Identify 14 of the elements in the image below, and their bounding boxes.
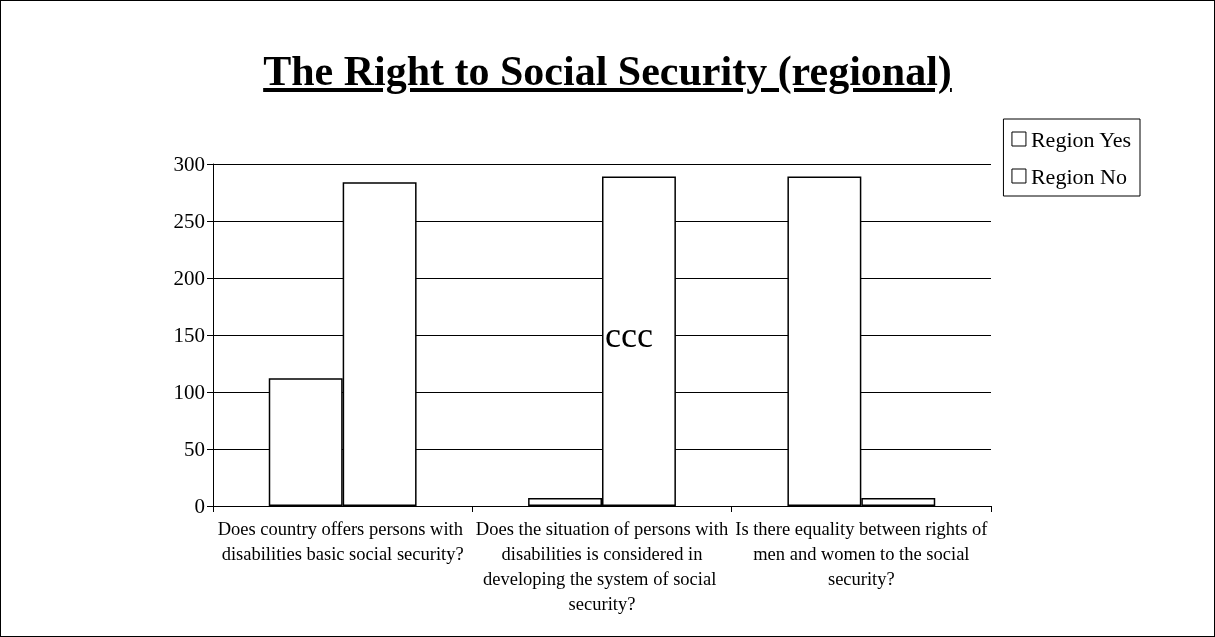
x-tick-label: Does the situation of persons with disabilities is considered in developing the system of social security? xyxy=(475,518,729,614)
x-tick-label: Is there equality between rights of men and women to the social security? xyxy=(735,518,989,589)
legend-label: Region Yes xyxy=(1030,126,1132,152)
y-tick-label: 300 xyxy=(173,152,205,176)
y-tick-label: 150 xyxy=(173,323,205,347)
x-tick-label: Does country offers persons with disabilities basic social security? xyxy=(217,518,468,564)
y-tick-label: 200 xyxy=(173,266,205,290)
y-tick-label: 0 xyxy=(194,494,205,518)
annotation: ccc xyxy=(605,315,653,355)
chart-title: The Right to Social Security (regional) xyxy=(263,47,952,96)
y-tick-label: 50 xyxy=(184,437,205,461)
y-tick-label: 100 xyxy=(173,380,205,404)
y-tick-label: 250 xyxy=(173,209,205,233)
legend-label: Region No xyxy=(1030,163,1127,189)
